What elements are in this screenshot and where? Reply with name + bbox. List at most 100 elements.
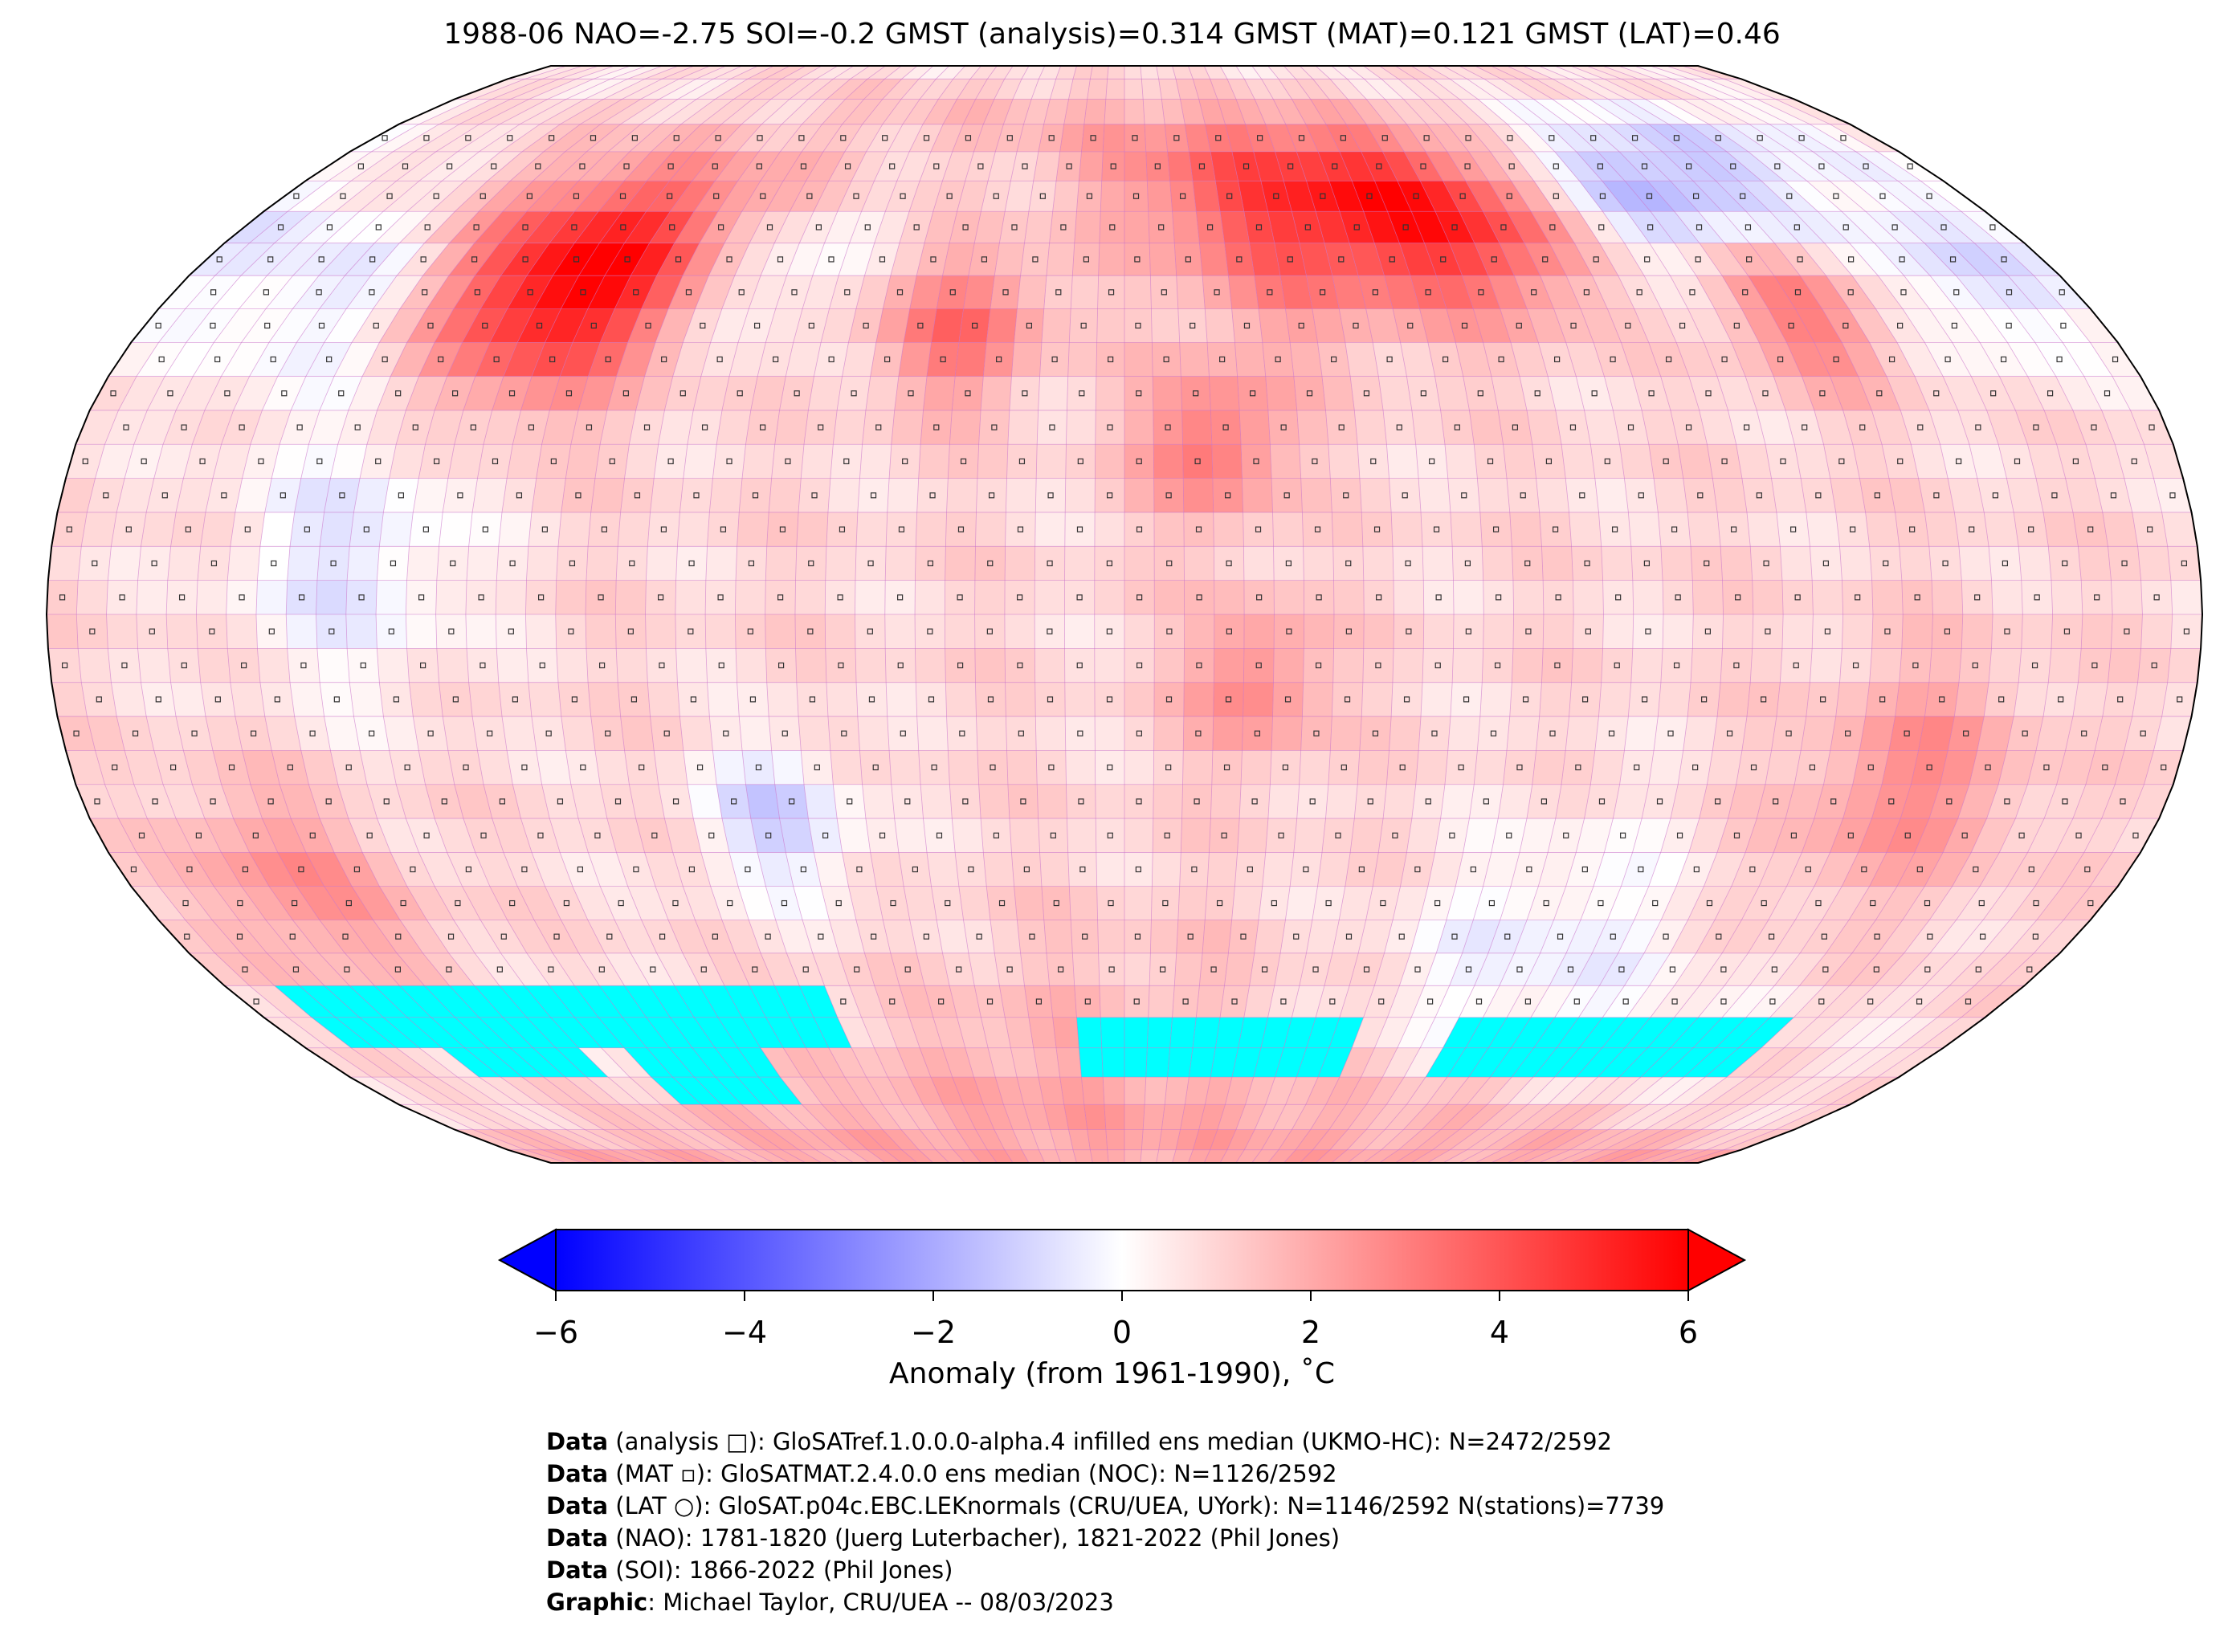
analysis-marker: [516, 492, 523, 499]
anomaly-cell: [769, 716, 802, 751]
anomaly-cell: [468, 512, 502, 547]
anomaly-cell: [1421, 512, 1453, 547]
anomaly-cell: [2014, 512, 2049, 547]
anomaly-cell: [1842, 784, 1883, 819]
anomaly-cell: [672, 342, 711, 377]
anomaly-cell: [1124, 614, 1155, 649]
anomaly-cell: [1929, 410, 1969, 445]
anomaly-cell: [1527, 308, 1566, 343]
anomaly-cell: [1956, 275, 2010, 309]
anomaly-cell: [1312, 1129, 1348, 1150]
analysis-marker: [1039, 193, 1046, 199]
analysis-marker: [884, 356, 891, 363]
analysis-marker: [1215, 135, 1222, 141]
anomaly-cell: [170, 682, 206, 716]
anomaly-cell: [1602, 211, 1650, 243]
anomaly-cell: [735, 580, 766, 614]
anomaly-cell: [963, 1104, 994, 1130]
sea-ice-cell: [574, 1017, 624, 1048]
analysis-marker: [354, 424, 361, 430]
anomaly-cell: [226, 580, 258, 614]
analysis-marker: [287, 764, 293, 771]
anomaly-cell: [1300, 1149, 1330, 1163]
analysis-marker: [1644, 256, 1651, 263]
anomaly-cell: [192, 784, 234, 819]
anomaly-cell: [399, 211, 455, 243]
anomaly-cell: [1696, 920, 1742, 953]
anomaly-cell: [383, 181, 443, 212]
anomaly-cell: [528, 1129, 594, 1150]
anomaly-cell: [1507, 1149, 1553, 1163]
footer-line: Graphic: Michael Taylor, CRU/UEA -- 08/0…: [546, 1589, 1114, 1616]
anomaly-cell: [1097, 920, 1124, 953]
anomaly-cell: [856, 682, 888, 716]
analysis-marker: [1985, 764, 1991, 771]
analysis-marker: [2058, 696, 2064, 703]
anomaly-cell: [1386, 1077, 1426, 1105]
colorbar-extend-high: [1687, 1228, 1747, 1292]
anomaly-cell: [1034, 648, 1065, 683]
anomaly-cell: [566, 1129, 628, 1150]
anomaly-cell: [137, 852, 186, 887]
analysis-marker: [292, 966, 300, 973]
analysis-marker: [1018, 730, 1024, 736]
analysis-marker: [451, 390, 459, 397]
anomaly-cell: [1124, 1149, 1142, 1163]
anomaly-cell: [1038, 1077, 1064, 1105]
analysis-marker: [785, 458, 791, 465]
anomaly-cell: [1571, 648, 1603, 683]
analysis-marker: [420, 662, 426, 669]
anomaly-cell: [1180, 1104, 1206, 1130]
anomaly-cell: [2073, 410, 2116, 445]
anomaly-cell: [479, 181, 533, 212]
anomaly-cell: [1330, 716, 1362, 751]
analysis-marker: [1135, 322, 1141, 329]
anomaly-cell: [1999, 818, 2045, 853]
anomaly-cell: [1554, 211, 1600, 243]
sea-ice-cell: [556, 1047, 609, 1078]
anomaly-cell: [1842, 342, 1887, 377]
anomaly-cell: [909, 181, 943, 212]
anomaly-cell: [1073, 66, 1093, 80]
anomaly-cell: [448, 952, 500, 986]
anomaly-cell: [1196, 211, 1225, 243]
analysis-marker: [1449, 832, 1455, 838]
anomaly-cell: [1911, 444, 1949, 479]
analysis-marker: [1590, 135, 1597, 141]
anomaly-cell: [221, 784, 263, 819]
anomaly-cell: [1050, 1129, 1073, 1150]
anomaly-cell: [1183, 716, 1214, 751]
anomaly-cell: [200, 512, 235, 547]
analysis-marker: [1847, 256, 1855, 263]
analysis-marker: [267, 256, 274, 263]
anomaly-cell: [1722, 920, 1769, 953]
anomaly-cell: [863, 1129, 902, 1150]
anomaly-cell: [1625, 181, 1675, 212]
anomaly-cell: [418, 750, 455, 785]
sea-ice-cell: [474, 985, 527, 1018]
anomaly-cell: [614, 920, 657, 953]
anomaly-cell: [1483, 852, 1520, 887]
anomaly-cell: [1552, 99, 1609, 124]
analysis-marker: [1965, 998, 1972, 1005]
analysis-marker: [1634, 764, 1640, 771]
anomaly-cell: [1748, 151, 1807, 182]
analysis-marker: [152, 798, 158, 805]
anomaly-cell: [503, 342, 545, 377]
anomaly-cell: [741, 1104, 790, 1130]
anomaly-cell: [116, 716, 154, 751]
anomaly-cell: [1391, 512, 1423, 547]
anomaly-cell: [1813, 1047, 1875, 1078]
anomaly-cell: [455, 79, 525, 100]
anomaly-cell: [286, 614, 317, 649]
analysis-marker: [913, 224, 920, 230]
anomaly-cell: [1004, 1149, 1029, 1163]
anomaly-cell: [1153, 444, 1184, 479]
analysis-marker: [1135, 866, 1141, 873]
anomaly-cell: [1900, 410, 1940, 445]
anomaly-cell: [1261, 1129, 1292, 1150]
anomaly-cell: [2036, 308, 2091, 343]
analysis-marker: [923, 135, 930, 141]
anomaly-cell: [528, 512, 561, 547]
anomaly-cell: [920, 151, 953, 182]
